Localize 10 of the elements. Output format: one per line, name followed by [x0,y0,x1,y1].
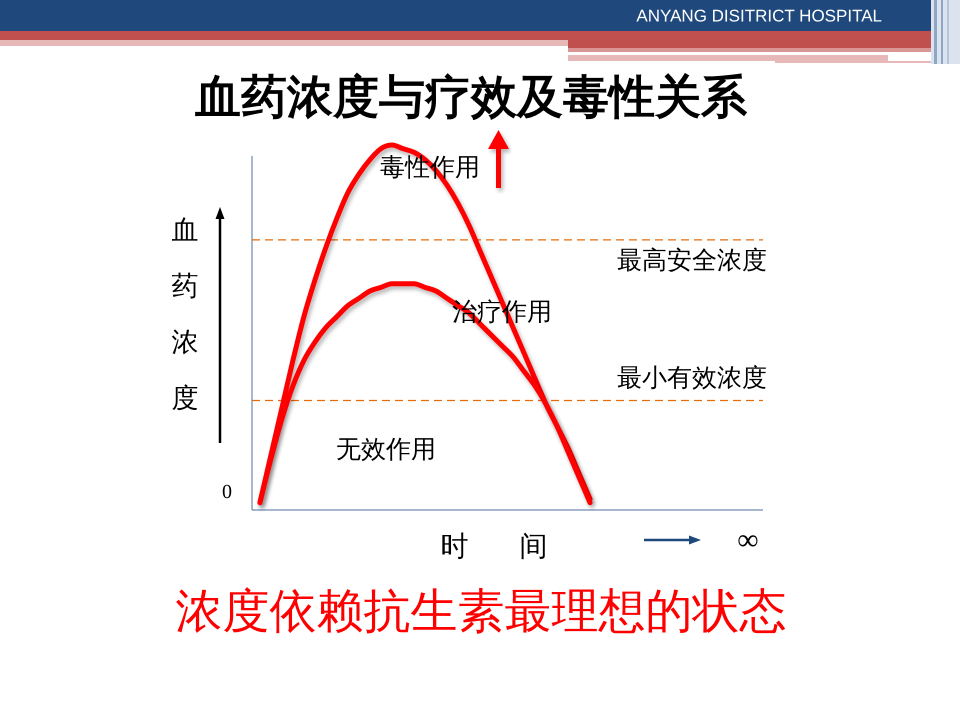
y-axis-title: 血药浓度 [172,215,198,413]
text: ∞ [737,524,759,556]
annotation: 无效作用 [336,436,436,464]
ref-line-label: 最高安全浓度 [617,246,767,274]
text: 0 [222,481,232,503]
x-axis-title: 时 间 [440,532,548,562]
chart-title: 血药浓度与疗效及毒性关系 [194,72,748,122]
text: 浓度依赖抗生素最理想的状态 [176,586,786,638]
ref-line-label: 最小有效浓度 [617,364,767,392]
text: ANYANG DISITRICT HOSPITAL [636,6,882,26]
